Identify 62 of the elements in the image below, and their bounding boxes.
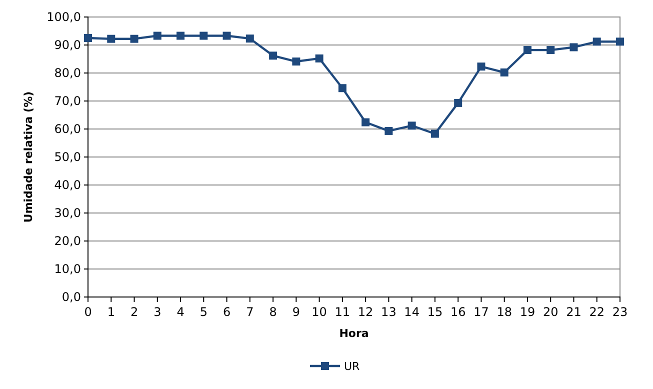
x-tick-label: 11 (334, 304, 350, 319)
point (84, 34, 92, 42)
point (269, 52, 278, 60)
x-tick-label: 6 (222, 304, 231, 319)
x-tick-label: 19 (520, 304, 536, 319)
x-tick-label: 23 (612, 304, 628, 319)
point (362, 118, 370, 126)
point (616, 38, 624, 46)
x-tick-label: 0 (84, 304, 92, 319)
x-tick-label: 12 (358, 304, 374, 319)
point (130, 34, 138, 43)
x-tick-label: 21 (566, 304, 582, 319)
y-tick-label: 100,0 (46, 10, 81, 24)
x-tick-label: 1 (107, 304, 115, 319)
point (292, 58, 300, 66)
x-tick-label: 8 (269, 304, 277, 319)
y-axis-title: Umidade relativa (%) (22, 91, 35, 223)
x-tick-label: 14 (404, 304, 420, 319)
point (408, 122, 416, 130)
point (454, 98, 462, 107)
y-tick-label: 90,0 (54, 38, 81, 52)
x-tick-label: 22 (589, 304, 605, 319)
point (592, 38, 601, 46)
x-tick-label: 10 (312, 304, 327, 319)
y-tick-label: 70,0 (54, 94, 81, 108)
x-tick-label: 15 (427, 304, 443, 319)
y-tick-label: 20,0 (54, 234, 81, 248)
point (246, 34, 254, 43)
point (477, 62, 486, 71)
point (546, 46, 555, 54)
y-tick-label: 40,0 (54, 178, 81, 192)
point (315, 54, 324, 62)
point (384, 126, 393, 135)
y-tick-label: 60,0 (54, 122, 81, 136)
x-tick-label: 7 (246, 304, 254, 319)
point (176, 32, 185, 40)
point (222, 32, 231, 40)
x-tick-label: 4 (176, 304, 184, 319)
y-tick-label: 50,0 (54, 150, 81, 164)
point (570, 43, 578, 52)
x-tick-label: 17 (474, 304, 489, 319)
y-tick-label: 80,0 (54, 66, 81, 80)
point (200, 32, 208, 40)
y-tick-label: 30,0 (54, 206, 81, 220)
x-tick-label: 5 (200, 304, 208, 319)
y-tick-label: 10,0 (54, 262, 81, 276)
x-tick-label: 13 (381, 304, 396, 319)
x-tick-label: 16 (450, 304, 466, 319)
point (523, 46, 532, 54)
point (107, 34, 116, 43)
x-tick-label: 3 (154, 304, 162, 319)
legend-label: UR (344, 360, 360, 373)
x-tick-label: 20 (542, 304, 558, 319)
y-tick-label: 0,0 (62, 290, 81, 304)
point (430, 130, 439, 138)
x-tick-label: 2 (130, 304, 138, 319)
x-axis-title: Hora (339, 327, 369, 340)
point (153, 32, 162, 40)
x-tick-label: 9 (292, 304, 300, 319)
x-tick-label: 18 (496, 304, 512, 319)
point (338, 84, 346, 92)
point (500, 68, 508, 76)
